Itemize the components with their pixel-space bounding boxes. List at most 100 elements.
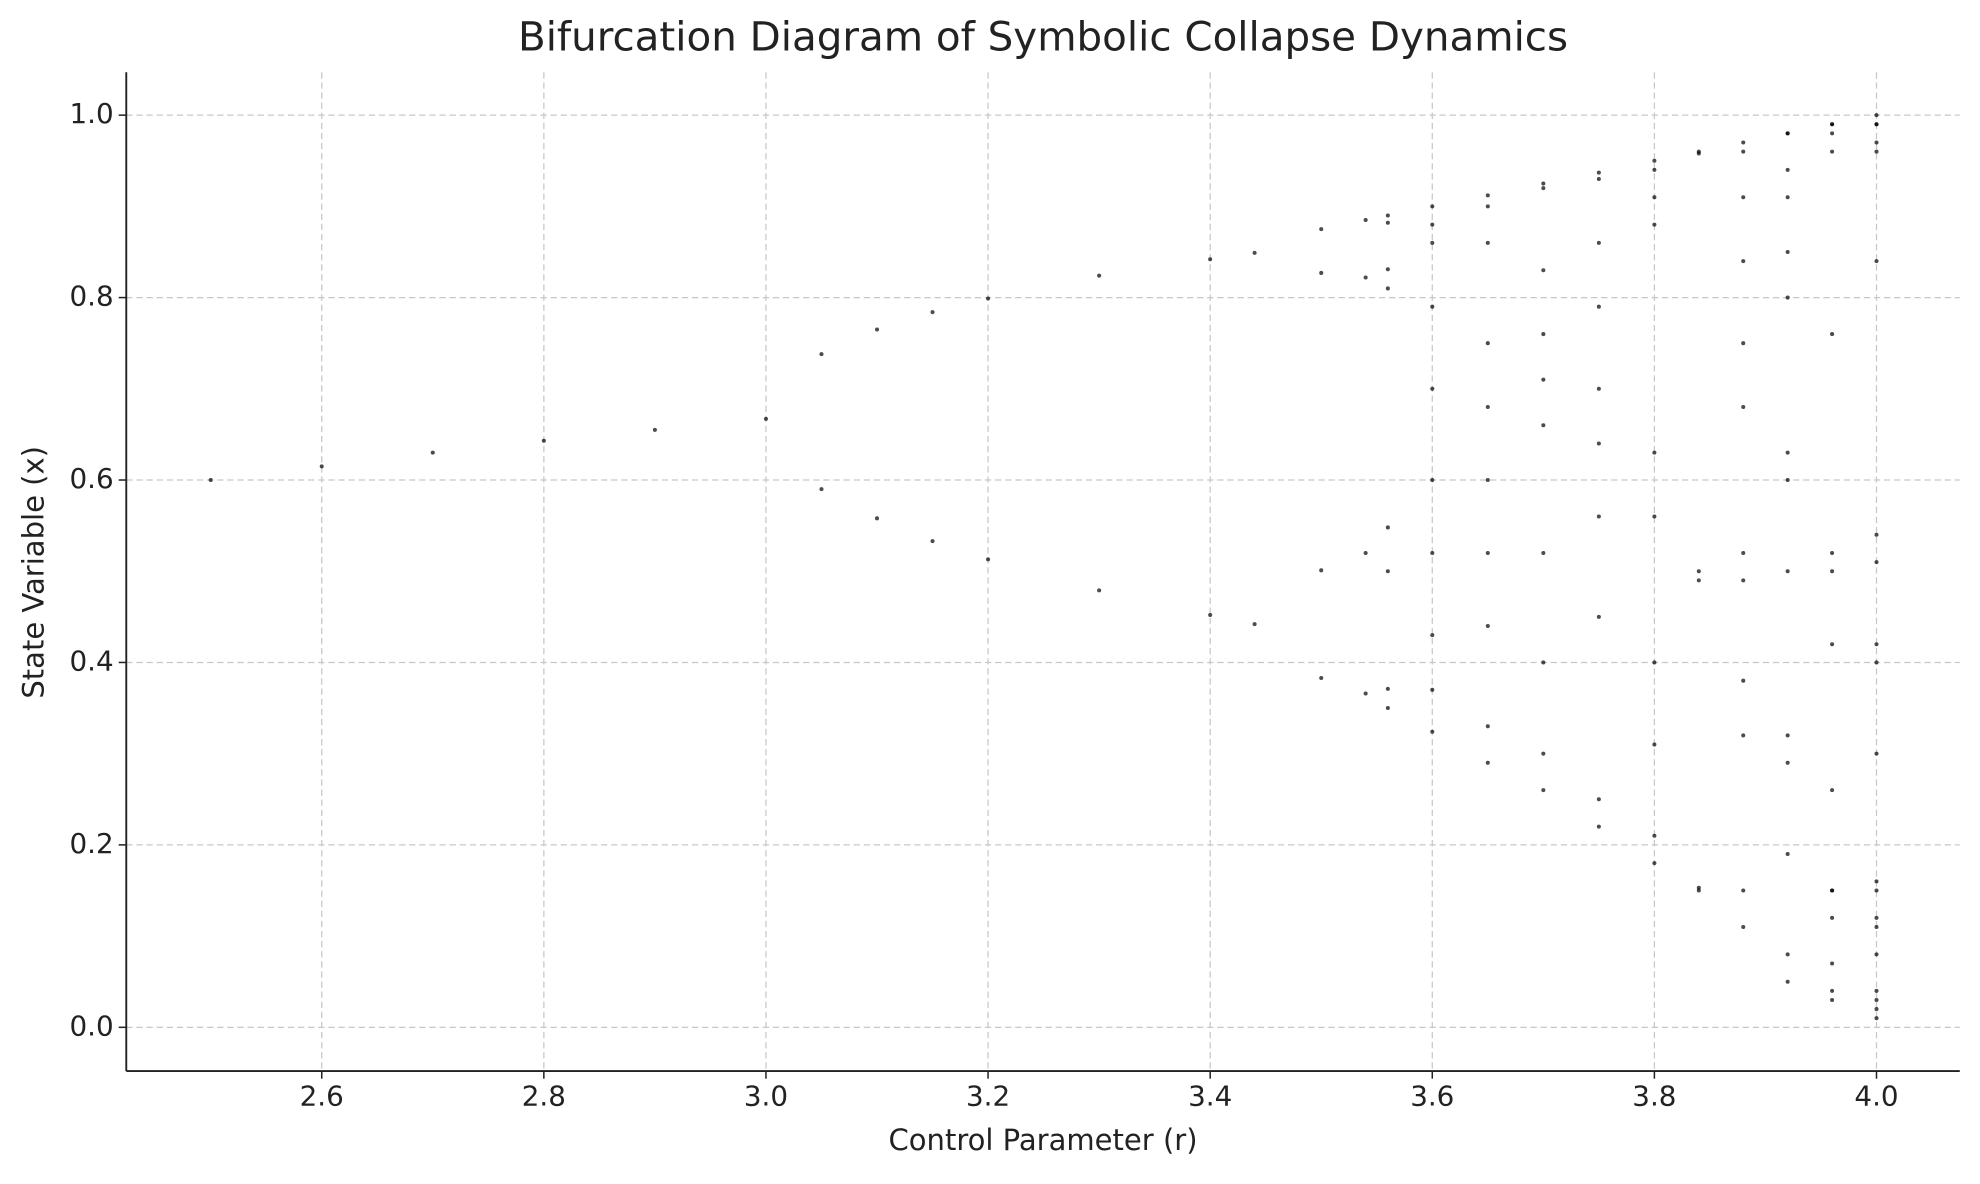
point bbox=[819, 487, 824, 492]
point bbox=[986, 296, 991, 301]
point bbox=[1741, 678, 1746, 683]
point bbox=[1652, 195, 1657, 200]
x-tick-label: 4.0 bbox=[1854, 1080, 1898, 1113]
point bbox=[1385, 286, 1390, 291]
point bbox=[1785, 295, 1790, 300]
x-tick-label: 3.8 bbox=[1632, 1080, 1676, 1113]
point bbox=[1652, 833, 1657, 838]
point bbox=[1097, 588, 1102, 593]
x-tick-label: 3.2 bbox=[966, 1080, 1010, 1113]
point bbox=[1874, 915, 1879, 920]
point bbox=[1874, 952, 1879, 957]
point bbox=[1830, 122, 1835, 127]
point bbox=[1430, 222, 1435, 227]
point bbox=[1874, 751, 1879, 756]
point bbox=[1785, 760, 1790, 765]
point bbox=[1874, 149, 1879, 154]
point bbox=[1596, 240, 1601, 245]
point bbox=[1430, 729, 1435, 734]
point bbox=[1874, 879, 1879, 884]
point bbox=[1652, 167, 1657, 172]
point bbox=[541, 438, 546, 443]
x-tick-label: 3.6 bbox=[1410, 1080, 1454, 1113]
point bbox=[1830, 550, 1835, 556]
point bbox=[1741, 550, 1746, 556]
point bbox=[1874, 642, 1879, 647]
point bbox=[1696, 578, 1701, 583]
point bbox=[1430, 477, 1435, 483]
point bbox=[1430, 204, 1435, 209]
point bbox=[1874, 259, 1879, 264]
point bbox=[1652, 514, 1657, 519]
point bbox=[1319, 568, 1324, 573]
point bbox=[874, 327, 880, 332]
point bbox=[1874, 660, 1879, 665]
point bbox=[1252, 250, 1257, 255]
point bbox=[1741, 149, 1746, 154]
point bbox=[874, 516, 880, 521]
point bbox=[1430, 550, 1435, 556]
point bbox=[1541, 550, 1546, 556]
y-axis-label: State Variable (x) bbox=[16, 446, 50, 699]
point bbox=[1430, 304, 1435, 309]
point bbox=[1830, 149, 1835, 154]
point bbox=[1596, 170, 1601, 175]
point bbox=[1874, 560, 1879, 565]
point bbox=[1385, 267, 1390, 272]
x-tick-label: 3.0 bbox=[744, 1080, 788, 1113]
point bbox=[1785, 569, 1790, 574]
point bbox=[1363, 275, 1368, 280]
point bbox=[1485, 724, 1490, 729]
point bbox=[1830, 569, 1835, 574]
point bbox=[1596, 441, 1601, 446]
point bbox=[1830, 915, 1835, 920]
point bbox=[1830, 988, 1835, 993]
point bbox=[1785, 979, 1790, 984]
point bbox=[763, 416, 768, 421]
point bbox=[1874, 122, 1879, 127]
point bbox=[1741, 140, 1746, 145]
y-tick-label: 1.0 bbox=[69, 97, 113, 130]
point bbox=[1208, 612, 1213, 618]
y-tick-label: 0.0 bbox=[69, 1009, 113, 1042]
x-tick-label: 2.6 bbox=[300, 1080, 344, 1113]
point bbox=[1830, 961, 1835, 966]
point bbox=[1652, 861, 1657, 866]
point bbox=[1208, 257, 1213, 262]
point bbox=[1363, 550, 1368, 556]
point bbox=[1741, 341, 1746, 346]
point bbox=[430, 450, 435, 455]
point bbox=[1696, 885, 1701, 890]
point bbox=[1485, 405, 1490, 410]
point bbox=[1652, 158, 1657, 163]
point bbox=[1385, 706, 1390, 711]
point bbox=[1741, 578, 1746, 583]
point bbox=[1385, 569, 1390, 574]
point bbox=[1785, 195, 1790, 200]
chart-title: Bifurcation Diagram of Symbolic Collapse… bbox=[518, 12, 1568, 60]
point bbox=[1741, 195, 1746, 200]
point bbox=[1363, 691, 1368, 696]
point bbox=[1741, 733, 1746, 738]
point bbox=[1596, 386, 1601, 391]
x-axis-label: Control Parameter (r) bbox=[889, 1123, 1198, 1157]
x-tick-label: 2.8 bbox=[522, 1080, 566, 1113]
point bbox=[1874, 924, 1879, 930]
y-tick-label: 0.2 bbox=[69, 827, 113, 860]
point bbox=[1830, 997, 1835, 1002]
point bbox=[1385, 525, 1390, 530]
point bbox=[1830, 788, 1835, 793]
point bbox=[1541, 788, 1546, 793]
point bbox=[1652, 450, 1657, 455]
y-tick-label: 0.4 bbox=[69, 644, 113, 677]
point bbox=[1596, 514, 1601, 519]
point bbox=[1830, 888, 1835, 893]
point bbox=[819, 352, 824, 357]
point bbox=[1485, 760, 1490, 765]
point bbox=[1652, 660, 1657, 665]
point bbox=[1785, 131, 1790, 136]
point bbox=[1785, 450, 1790, 455]
point bbox=[1541, 186, 1546, 191]
